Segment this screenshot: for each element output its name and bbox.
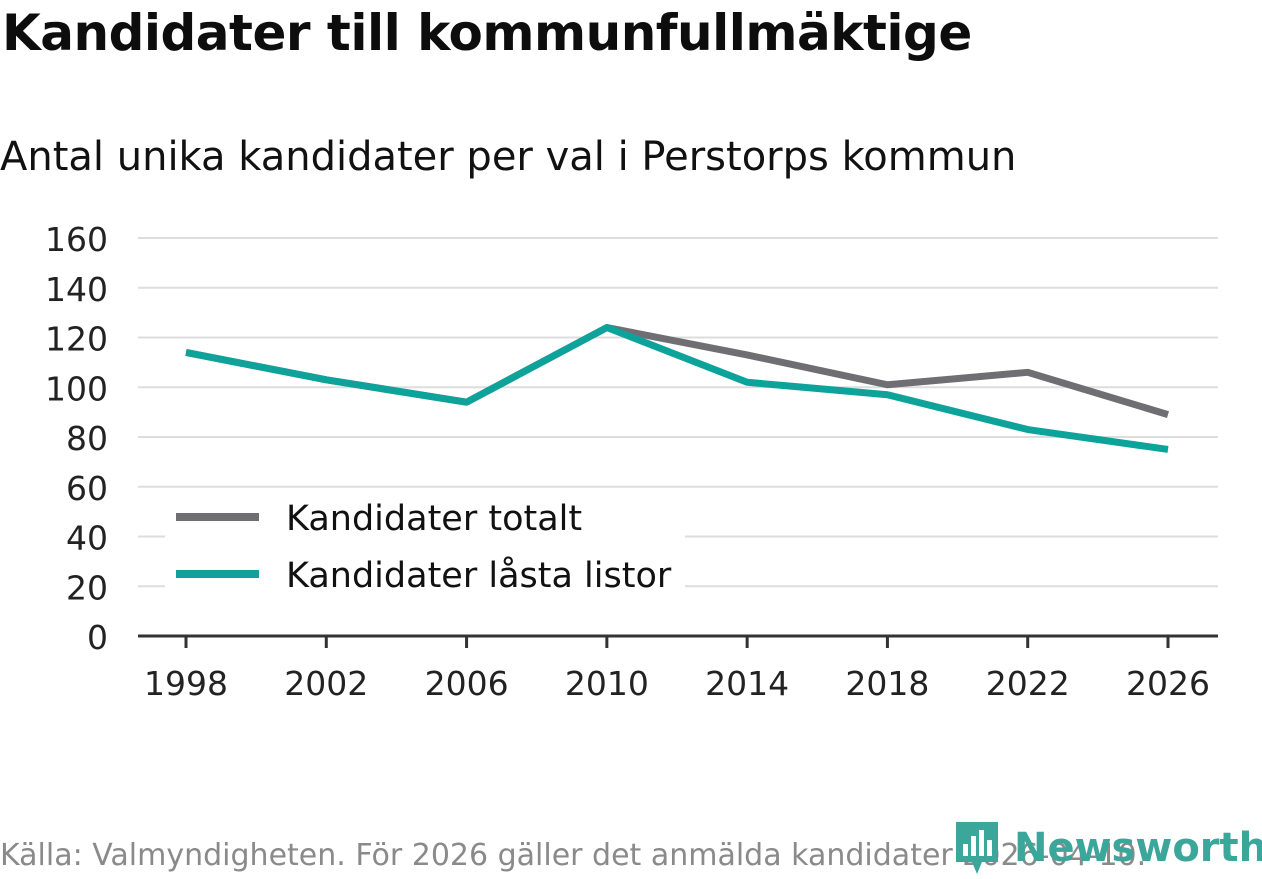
- y-tick-label: 0: [87, 618, 108, 657]
- brand-name: Newsworthy: [1014, 825, 1262, 871]
- legend-label: Kandidater låsta listor: [286, 555, 672, 596]
- y-tick-label: 160: [45, 220, 108, 259]
- grid-layer: [138, 237, 1218, 588]
- y-tick-label: 100: [45, 369, 108, 408]
- chart-subtitle: Antal unika kandidater per val i Perstor…: [0, 134, 1017, 180]
- x-tick-label: 2022: [986, 664, 1070, 703]
- x-tick-labels: 1998 2002 2006 2010 2014 2018 2022 2026: [138, 634, 1218, 703]
- x-tick-label: 2010: [565, 664, 649, 703]
- bar-chart-icon: [956, 822, 998, 874]
- y-tick-label: 60: [66, 469, 108, 508]
- source-note: Källa: Valmyndigheten. För 2026 gäller d…: [0, 838, 1147, 873]
- x-tick-label: 2014: [705, 664, 789, 703]
- series-layer: [185, 324, 1170, 453]
- x-tick-label: 1998: [144, 664, 228, 703]
- y-tick-labels: 0 20 40 60 80 100 120 140 160: [45, 220, 108, 657]
- x-tick-label: 2026: [1126, 664, 1210, 703]
- y-tick-label: 20: [66, 568, 108, 607]
- y-tick-label: 120: [45, 320, 108, 359]
- x-tick-label: 2018: [845, 664, 929, 703]
- x-tick-label: 2006: [425, 664, 509, 703]
- x-tick-label: 2002: [284, 664, 368, 703]
- series-line-0: [185, 324, 1170, 418]
- y-tick-label: 40: [66, 519, 108, 558]
- legend-label: Kandidater totalt: [286, 499, 582, 539]
- legend-background: [165, 490, 685, 600]
- chart-title: Kandidater till kommunfullmäktige: [2, 4, 972, 62]
- y-tick-label: 80: [66, 419, 108, 458]
- series-line-1: [185, 324, 1169, 453]
- y-tick-label: 140: [45, 270, 108, 309]
- brand-logo: Newsworthy: [952, 818, 1262, 878]
- legend: Kandidater totalt Kandidater låsta listor: [165, 490, 685, 600]
